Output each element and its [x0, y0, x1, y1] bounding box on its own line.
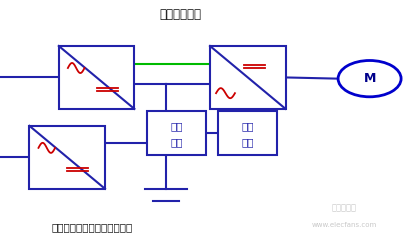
Text: M: M	[363, 72, 376, 85]
Text: 给粉机变频器: 给粉机变频器	[160, 8, 202, 21]
FancyBboxPatch shape	[29, 126, 105, 189]
Text: 电子发烧友: 电子发烧友	[332, 204, 357, 213]
Text: 监控: 监控	[241, 121, 254, 132]
Text: 电厂给粉机变频器抗晃电系统: 电厂给粉机变频器抗晃电系统	[52, 222, 133, 233]
FancyBboxPatch shape	[218, 111, 277, 155]
FancyBboxPatch shape	[59, 46, 134, 109]
FancyBboxPatch shape	[210, 46, 286, 109]
Circle shape	[338, 60, 401, 97]
Text: 执行: 执行	[170, 121, 183, 132]
Text: 单元: 单元	[170, 137, 183, 147]
FancyBboxPatch shape	[147, 111, 206, 155]
Text: www.elecfans.com: www.elecfans.com	[312, 222, 377, 228]
Text: 单元: 单元	[241, 137, 254, 147]
